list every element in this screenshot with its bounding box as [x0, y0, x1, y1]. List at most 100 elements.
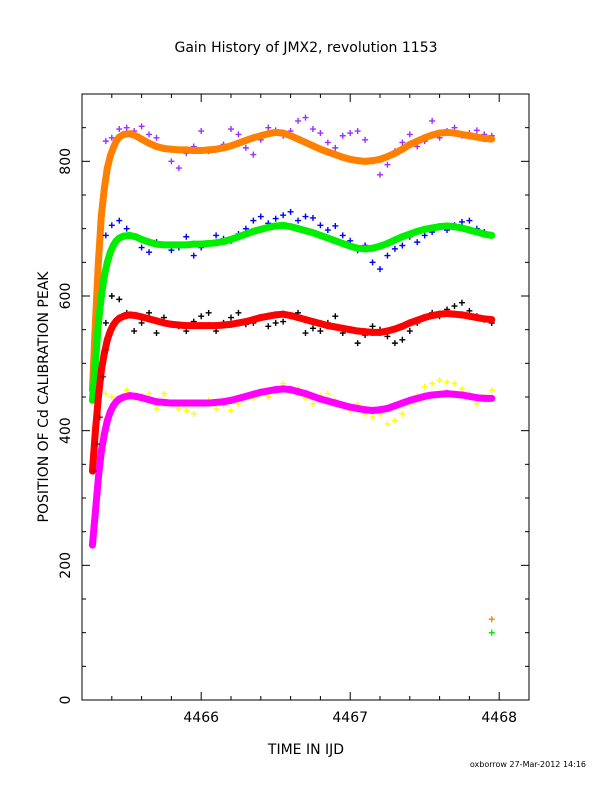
data-point — [436, 391, 443, 398]
data-point — [324, 235, 331, 242]
data-point — [123, 124, 130, 131]
data-point — [102, 319, 109, 326]
data-point — [377, 243, 383, 250]
data-point — [295, 225, 302, 232]
data-point — [153, 406, 160, 413]
data-point — [451, 391, 458, 398]
data-point — [414, 228, 421, 235]
series-band-segment — [94, 366, 105, 401]
data-point — [287, 223, 294, 230]
data-point — [96, 414, 103, 421]
data-point — [295, 136, 302, 143]
data-point — [250, 316, 257, 323]
data-point — [458, 385, 465, 392]
data-point — [324, 139, 331, 146]
data-point — [183, 322, 190, 329]
data-point — [302, 227, 309, 234]
data-point — [324, 390, 331, 397]
data-point — [98, 293, 105, 299]
data-point — [399, 400, 406, 407]
data-point — [123, 225, 130, 232]
data-point — [347, 326, 354, 333]
data-point — [250, 391, 257, 398]
data-point — [213, 406, 220, 413]
data-point — [280, 311, 287, 318]
data-point — [228, 142, 234, 149]
data-point — [220, 321, 227, 328]
data-point — [116, 134, 123, 141]
data-point — [138, 319, 145, 326]
data-point — [384, 328, 391, 335]
data-point — [138, 123, 145, 130]
data-point — [257, 226, 264, 233]
data-point — [332, 222, 339, 229]
series-8 — [90, 346, 109, 475]
data-point — [228, 314, 234, 321]
data-point — [132, 132, 139, 139]
data-point — [354, 245, 361, 252]
data-point — [250, 228, 257, 235]
data-point — [317, 232, 324, 239]
data-point — [451, 130, 458, 137]
data-point — [190, 322, 197, 329]
data-point — [295, 314, 302, 321]
data-point — [317, 146, 324, 153]
series-band-segment — [88, 427, 99, 475]
data-point — [213, 322, 220, 329]
data-point — [466, 227, 473, 234]
data-point — [280, 212, 287, 219]
data-point — [339, 232, 346, 239]
data-point — [391, 325, 398, 332]
series-10 — [488, 629, 495, 636]
x-axis: 4466 4467 4468 — [111, 94, 530, 726]
data-point — [95, 394, 102, 400]
data-point — [309, 126, 316, 133]
data-point — [99, 373, 106, 380]
data-point — [444, 310, 451, 317]
footer-credit: oxborrow 27-Mar-2012 14:16 — [470, 760, 586, 769]
data-point — [95, 474, 102, 481]
data-point — [280, 130, 287, 137]
data-point — [168, 158, 175, 165]
data-point — [362, 328, 369, 335]
data-point — [444, 222, 451, 229]
data-point — [153, 241, 160, 248]
data-point — [309, 325, 316, 332]
data-point — [235, 319, 242, 326]
data-point — [131, 328, 138, 335]
data-point — [107, 152, 114, 159]
data-point — [235, 140, 242, 147]
data-point — [132, 393, 139, 400]
data-point — [213, 399, 220, 406]
data-point — [362, 245, 369, 252]
series-band-segment — [94, 292, 105, 327]
data-point — [160, 319, 167, 326]
series-band-segment — [91, 393, 102, 435]
data-point — [466, 313, 473, 320]
data-point — [481, 315, 488, 322]
data-point — [377, 266, 383, 273]
series-2 — [102, 208, 495, 273]
data-point — [126, 392, 133, 399]
data-point — [369, 157, 376, 164]
data-point — [488, 395, 495, 402]
data-point — [265, 313, 272, 320]
data-point — [242, 393, 249, 400]
data-point — [108, 134, 115, 141]
data-point — [473, 400, 480, 407]
data-point — [92, 508, 99, 515]
data-point — [120, 233, 127, 240]
data-point — [324, 322, 331, 329]
data-point — [183, 233, 190, 240]
data-point — [332, 323, 339, 330]
data-point — [429, 312, 436, 319]
data-point — [120, 313, 127, 320]
data-point — [332, 400, 339, 407]
data-point — [451, 311, 458, 318]
data-point — [108, 222, 115, 229]
data-point — [235, 233, 242, 240]
data-point — [458, 224, 465, 231]
data-point — [384, 405, 391, 412]
data-point — [309, 400, 316, 407]
